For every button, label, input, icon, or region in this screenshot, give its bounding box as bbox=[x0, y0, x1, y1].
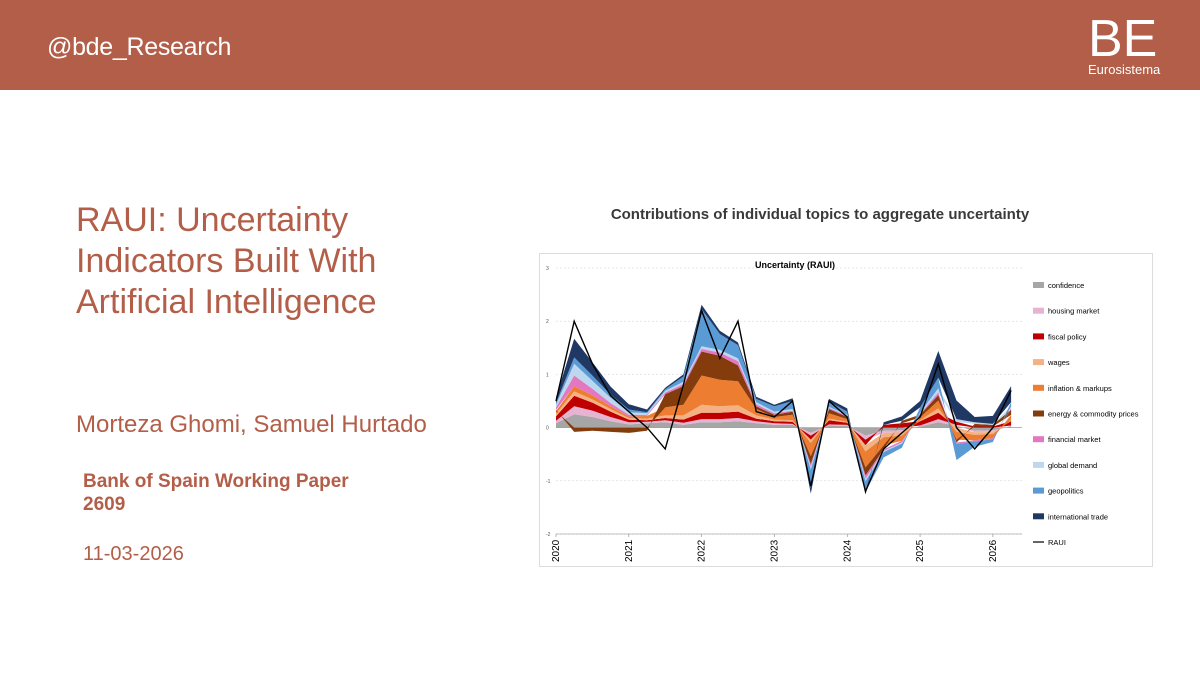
x-tick-label: 2020 bbox=[551, 539, 562, 562]
legend-label: RAUI bbox=[1048, 538, 1066, 547]
legend-swatch bbox=[1033, 487, 1044, 494]
y-tick-label: 0 bbox=[546, 426, 549, 432]
area-wages bbox=[556, 391, 1012, 452]
legend-label: fiscal policy bbox=[1048, 332, 1087, 341]
logo-mark: BE bbox=[1088, 12, 1157, 62]
title-line-3: Artificial Intelligence bbox=[76, 283, 377, 321]
area-fiscal-policy bbox=[556, 395, 1012, 446]
chart-frame: -2 -1 0 1 2 3 2020 2021 2022 2023 2024 2025 2026 con… bbox=[539, 253, 1153, 567]
header-bar: @bde_Research BE Eurosistema bbox=[0, 0, 1200, 90]
y-tick-label: -1 bbox=[546, 479, 551, 485]
x-tick-label: 2023 bbox=[769, 539, 780, 562]
y-tick-label: 1 bbox=[546, 372, 549, 378]
y-tick-label: 2 bbox=[546, 319, 549, 325]
area-confidence bbox=[556, 414, 1012, 436]
area-geopolitics bbox=[556, 309, 1012, 492]
logo-subtitle: Eurosistema bbox=[1088, 62, 1161, 77]
uncertainty-chart: -2 -1 0 1 2 3 2020 2021 2022 2023 2024 2025 2026 con… bbox=[546, 260, 1139, 562]
legend-swatch bbox=[1033, 384, 1044, 391]
raui-line bbox=[555, 308, 1012, 494]
legend-swatch bbox=[1033, 410, 1044, 417]
series-name: Bank of Spain Working Paper bbox=[83, 471, 349, 492]
authors: Morteza Ghomi, Samuel Hurtado bbox=[76, 411, 427, 438]
legend-label: energy & commodity prices bbox=[1048, 410, 1139, 419]
legend-label: wages bbox=[1047, 358, 1070, 367]
twitter-handle: @bde_Research bbox=[47, 33, 232, 61]
series-number: 2609 bbox=[83, 494, 126, 515]
x-tick-label: 2021 bbox=[624, 539, 635, 562]
title-line-1: RAUI: Uncertainty bbox=[76, 201, 349, 239]
legend-swatch bbox=[1033, 436, 1044, 443]
legend-swatch bbox=[1033, 513, 1044, 520]
area-energy-commodity-prices bbox=[556, 351, 1012, 476]
legend-label: geopolitics bbox=[1048, 487, 1084, 496]
chart-heading: Contributions of individual topics to ag… bbox=[610, 206, 1030, 223]
legend-label: international trade bbox=[1048, 512, 1108, 521]
legend-label: confidence bbox=[1048, 281, 1084, 290]
x-tick-label: 2022 bbox=[697, 539, 708, 562]
legend-swatch bbox=[1033, 359, 1044, 366]
x-tick-label: 2024 bbox=[842, 539, 853, 562]
area-housing-market bbox=[556, 406, 1012, 440]
legend-swatch bbox=[1033, 333, 1044, 340]
logo-letters: BE bbox=[1088, 12, 1157, 62]
y-tick-label: 3 bbox=[546, 266, 549, 272]
legend-label: housing market bbox=[1048, 307, 1100, 316]
legend-label: global demand bbox=[1048, 461, 1097, 470]
chart-inner-title: Uncertainty (RAUI) bbox=[755, 260, 835, 270]
legend-swatch bbox=[1033, 461, 1044, 468]
title-line-2: Indicators Built With bbox=[76, 242, 377, 280]
x-tick-label: 2025 bbox=[915, 539, 926, 562]
publication-date: 11-03-2026 bbox=[83, 543, 184, 565]
area-global-demand bbox=[556, 346, 1012, 482]
bde-logo: BE Eurosistema bbox=[1088, 12, 1168, 80]
y-tick-label: -2 bbox=[546, 532, 551, 538]
legend-swatch bbox=[1033, 307, 1044, 314]
legend-label: inflation & markups bbox=[1048, 384, 1112, 393]
x-tick-label: 2026 bbox=[988, 539, 999, 562]
working-paper-series: Bank of Spain Working Paper 2609 bbox=[83, 470, 349, 516]
paper-title: RAUI: Uncertainty Indicators Built With … bbox=[76, 200, 476, 323]
legend-swatch bbox=[1033, 282, 1044, 288]
legend-label: financial market bbox=[1048, 435, 1101, 444]
